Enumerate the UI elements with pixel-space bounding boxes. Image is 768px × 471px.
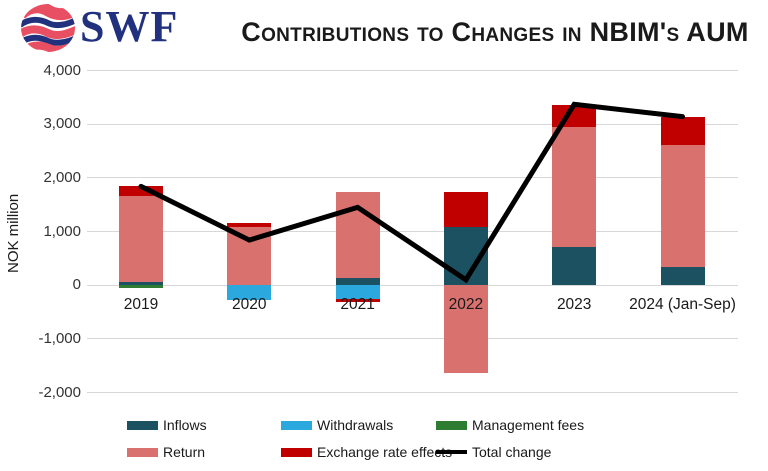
legend-swatch-inflows [127,420,158,430]
y-tick-label: -2,000 [38,383,81,401]
bar-segment-inflows-2021[interactable] [335,277,380,286]
y-tick-label: -1,000 [38,329,81,347]
legend-label: Inflows [163,417,207,433]
gridline [87,123,738,125]
bar-segment-management-fees-2019[interactable] [119,285,163,288]
gridline [87,284,738,286]
page-title: Contributions to Changes in NBIM's AUM [241,17,749,47]
legend-item-return[interactable]: Return [127,444,205,460]
y-tick-label: 2,000 [43,168,81,186]
bar-segment-return-2020[interactable] [227,227,272,286]
gridline [87,177,738,179]
legend-swatch-management-fees [436,420,467,430]
bar-segment-return-2023[interactable] [552,127,597,247]
x-tick-label: 2019 [123,296,159,313]
total-change-line[interactable] [138,101,685,284]
bar-segment-return-2024-jan-sep[interactable] [660,144,705,268]
bar-segment-exchange-rate-effects-2020[interactable] [227,223,272,228]
bar-segment-return-2021[interactable] [335,192,380,278]
bar-segment-return-2019[interactable] [119,195,163,283]
x-tick-label: 2021 [340,296,375,313]
logo-text: SWF [80,2,179,51]
legend-swatch-withdrawals [281,420,312,430]
gridline [87,70,738,71]
legend-item-inflows[interactable]: Inflows [127,417,207,433]
legend-swatch-return [127,447,158,457]
legend-item-total-change[interactable]: Total change [436,444,551,460]
bar-segment-exchange-rate-effects-2019[interactable] [119,185,163,196]
bar-segment-withdrawals-2020[interactable] [227,285,272,300]
x-tick-label: 2023 [556,296,592,313]
bar-segment-exchange-rate-effects-2021[interactable] [335,298,380,303]
legend-label: Exchange rate effects [317,444,453,460]
bar-segment-exchange-rate-effects-2024-jan-sep[interactable] [660,116,705,145]
x-tick-label: 2022 [448,296,484,313]
swf-logo-icon [21,4,75,52]
y-tick-label: 4,000 [43,61,81,79]
bar-segment-inflows-2024-jan-sep[interactable] [660,267,705,286]
y-tick-label: 0 [72,276,81,294]
legend-swatch-total-change-line [436,450,467,454]
gridline [87,338,738,340]
bar-segment-inflows-2023[interactable] [552,246,597,286]
bar-segment-withdrawals-2021[interactable] [335,285,380,299]
bar-segment-exchange-rate-effects-2022[interactable] [443,191,488,227]
legend-label: Return [163,444,206,460]
y-tick-label: 3,000 [43,115,81,133]
legend-label: Withdrawals [317,417,394,433]
legend-item-exchange-rate-effects[interactable]: Exchange rate effects [281,444,452,460]
x-tick-label: 2024 (Jan-Sep) [629,296,736,313]
bar-segment-inflows-2022[interactable] [443,226,488,286]
legend-label: Total change [472,444,552,460]
gridline [87,231,738,232]
legend-label: Management fees [472,417,585,433]
legend-item-withdrawals[interactable]: Withdrawals [281,417,393,433]
legend-item-management-fees[interactable]: Management fees [436,417,584,433]
x-tick-label: 2020 [232,296,267,313]
bar-segment-return-2022[interactable] [443,285,488,373]
legend-swatch-exchange-rate-effects [281,447,312,457]
bar-segment-inflows-2019[interactable] [119,282,163,286]
bar-segment-exchange-rate-effects-2023[interactable] [552,104,597,128]
gridline [87,392,738,393]
y-tick-label: 1,000 [43,222,81,240]
